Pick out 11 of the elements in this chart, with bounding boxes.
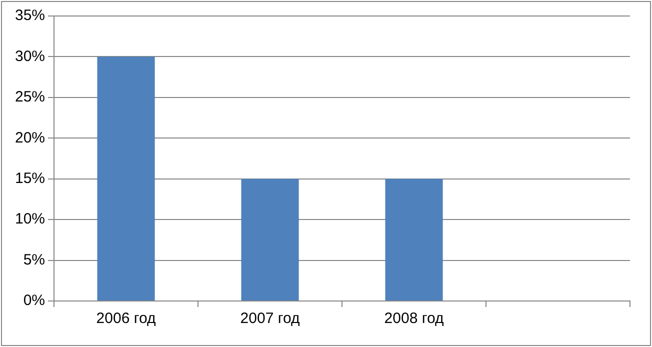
x-tick-label: 2006 год [96,310,156,328]
y-tick-label: 15% [14,170,46,187]
x-tick-label: 2008 год [384,310,444,328]
y-tick-label: 5% [23,251,46,268]
y-tick-label: 10% [14,210,46,228]
y-tick-label: 20% [14,129,46,146]
y-tick-label: 30% [14,48,46,65]
y-tick-label: 25% [14,88,46,106]
x-tick-label: 2007 год [240,310,300,328]
y-tick-label: 0% [23,292,46,310]
y-tick-label: 35% [14,7,46,24]
